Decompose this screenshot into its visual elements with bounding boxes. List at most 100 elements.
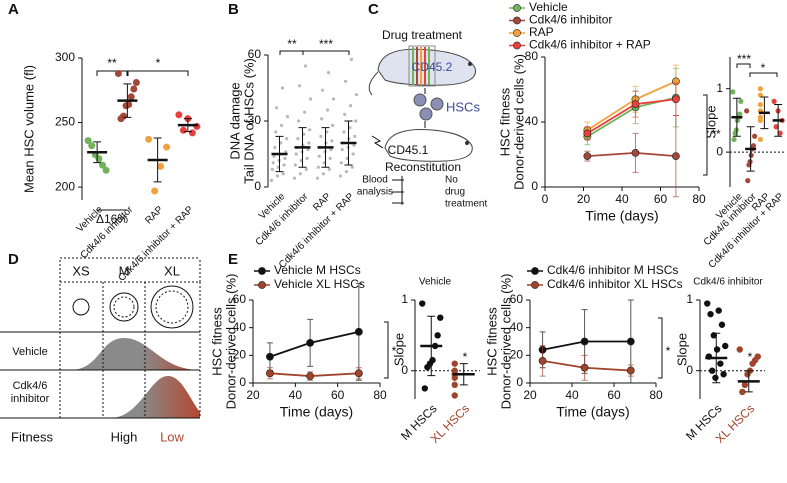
point (188, 129, 196, 137)
point (351, 152, 355, 156)
diagram-text: No (445, 175, 458, 186)
point (88, 142, 96, 150)
point (451, 392, 458, 399)
point (145, 135, 153, 143)
point (451, 360, 458, 367)
diagram-text: analysis (357, 187, 393, 198)
point (343, 112, 347, 116)
x-tick-label: 60 (607, 388, 621, 402)
cell-m-inner (113, 296, 135, 318)
diagram-text: Reconstitution (385, 160, 461, 174)
point (437, 314, 444, 321)
y-axis-label: HSC fitness (497, 87, 512, 156)
point (157, 162, 165, 170)
point (736, 346, 743, 353)
point (326, 108, 330, 112)
point (272, 154, 276, 158)
point (117, 115, 125, 123)
point (349, 104, 353, 108)
legend-label: Cdk4/6 inhibitor XL HSCs (547, 277, 683, 291)
axis-label: High (111, 429, 138, 444)
x-tick-label: RAP (143, 204, 166, 227)
point (293, 163, 297, 167)
bracket (279, 50, 304, 55)
point (269, 178, 274, 182)
legend-marker (513, 29, 521, 37)
mouse-tail (368, 71, 379, 96)
point (266, 369, 274, 378)
fitness-curve (110, 376, 200, 418)
point (328, 156, 332, 160)
y-tick-label: 1 (716, 81, 723, 95)
point (704, 300, 711, 307)
point (583, 152, 592, 161)
bracket (384, 321, 389, 379)
x-tick-label: 0 (542, 192, 549, 206)
point (319, 134, 323, 138)
point (583, 129, 592, 138)
cell (419, 107, 433, 121)
point (708, 367, 716, 374)
point (451, 374, 458, 381)
fitness-curve (70, 338, 200, 370)
legend-label: Cdk4/6 inhibitor M HSCs (547, 263, 678, 277)
annotation: * (761, 61, 766, 75)
point (271, 161, 275, 165)
x-tick-label: 40 (289, 388, 303, 402)
point (343, 79, 348, 83)
legend-marker (531, 267, 539, 275)
point (280, 86, 285, 90)
mouse-eye (468, 62, 472, 66)
diagram-d: XS M XL Vehicle Cdk4/6 inhibitor Fitness… (0, 257, 201, 444)
chart-title: Cdk4/6 inhibitor (693, 277, 763, 288)
mouse (384, 129, 473, 162)
point (713, 346, 721, 353)
point (580, 363, 589, 372)
annotation: * (156, 56, 161, 70)
point (266, 352, 274, 361)
x-tick-label: 20 (246, 388, 260, 402)
point (179, 126, 187, 134)
y-tick-label: 40 (525, 114, 539, 128)
point (744, 108, 750, 114)
point (350, 165, 354, 169)
point (326, 71, 331, 75)
diagram-text: HSCs (446, 99, 480, 114)
point (285, 115, 290, 119)
diagram-text: CD45.1 (388, 143, 429, 157)
drug-vial (408, 45, 436, 87)
series-line (269, 330, 360, 358)
legend-marker (513, 16, 521, 25)
annotation: *** (319, 37, 333, 51)
point (749, 360, 756, 367)
diagram-text: Blood (362, 175, 388, 186)
point (738, 98, 744, 104)
y-tick-label: 1 (401, 292, 408, 306)
y-axis-label: Slope (703, 105, 718, 138)
annotation: Δ16% (96, 212, 128, 226)
point (127, 93, 135, 101)
point (710, 332, 717, 339)
y-tick-label: 0 (254, 179, 261, 193)
point (303, 64, 308, 68)
point (451, 381, 458, 389)
point (298, 172, 302, 176)
cell-xl (150, 285, 194, 329)
annotation: ** (711, 127, 721, 141)
axis-label: Fitness (11, 429, 53, 444)
point (722, 342, 729, 350)
annotation: ** (107, 56, 117, 70)
point (773, 124, 779, 130)
point (744, 371, 751, 378)
point (175, 111, 183, 119)
panel-label: A (8, 1, 19, 18)
point (745, 178, 751, 184)
point (757, 86, 763, 92)
y-axis-label: Mean HSC volume (fl) (21, 65, 36, 193)
legend-marker (258, 281, 266, 289)
bracket (703, 94, 708, 176)
x-tick-label: 40 (565, 388, 579, 402)
point (707, 310, 714, 318)
size-label: XS (72, 263, 90, 278)
